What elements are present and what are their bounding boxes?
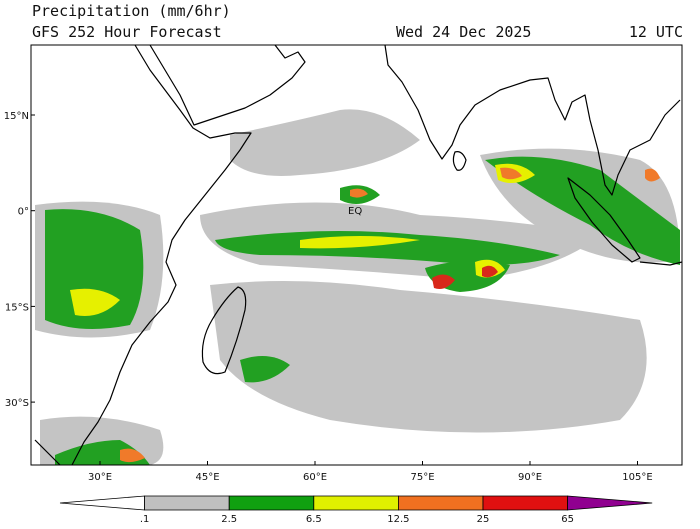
colorbar-label: 6.5 (306, 514, 322, 525)
precipitation (35, 109, 680, 465)
lat-label: 15°S (5, 302, 29, 313)
colorbar-segment (59, 495, 145, 511)
colorbar-segment (144, 495, 230, 511)
colorbar-label: 65 (561, 514, 574, 525)
lon-label: 90°E (518, 472, 542, 483)
colorbar-segment (567, 495, 653, 511)
lon-label: 75°E (410, 472, 434, 483)
colorbar: .1 2.5 6.5 12.5 25 65 (59, 495, 653, 525)
lat-label: 30°S (5, 398, 29, 409)
colorbar-segment (398, 495, 484, 511)
lon-label: 60°E (303, 472, 327, 483)
colorbar-segment (228, 495, 315, 511)
map: EQ (30, 44, 683, 466)
colorbar-segment (482, 495, 568, 511)
lon-label: 45°E (195, 472, 219, 483)
equator-label: EQ (348, 206, 362, 217)
lon-label: 30°E (88, 472, 112, 483)
colorbar-label: .1 (140, 514, 150, 525)
colorbar-label: 25 (477, 514, 490, 525)
date: Wed 24 Dec 2025 (396, 23, 531, 41)
lon-label: 105°E (622, 472, 652, 483)
colorbar-label: 12.5 (387, 514, 409, 525)
coastlines (34, 44, 683, 466)
colorbar-segment (313, 495, 399, 511)
subtitle: GFS 252 Hour Forecast (32, 23, 222, 41)
title: Precipitation (mm/6hr) (32, 2, 231, 20)
time: 12 UTC (629, 23, 683, 41)
map-frame (30, 44, 683, 466)
lat-label: 15°N (4, 111, 29, 122)
colorbar-label: 2.5 (221, 514, 237, 525)
lat-label: 0° (18, 207, 29, 218)
